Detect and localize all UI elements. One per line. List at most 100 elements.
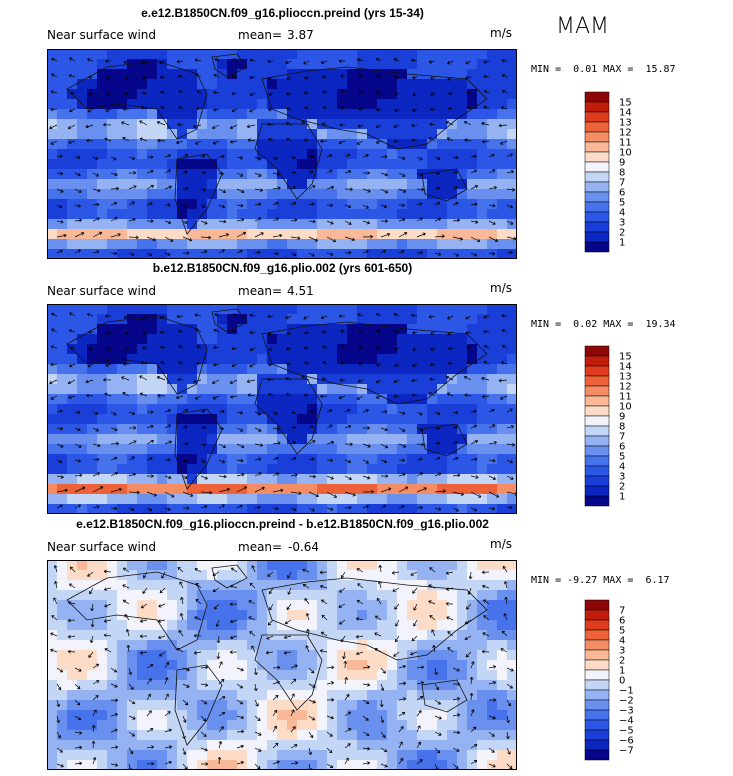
field-cell: [427, 239, 438, 250]
field-cell: [77, 69, 88, 80]
field-cell: [297, 384, 308, 395]
field-cell: [257, 760, 268, 770]
wind-arrow: [56, 154, 63, 159]
wind-arrow: [56, 171, 64, 176]
field-cell: [67, 159, 78, 170]
wind-arrow: [254, 172, 262, 177]
field-cell: [237, 580, 248, 591]
wind-arrow: [434, 507, 442, 511]
field-cell: [467, 229, 478, 240]
wind-arrow: [178, 106, 184, 110]
field-cell: [287, 414, 298, 425]
wind-arrow: [56, 249, 63, 254]
wind-arrow: [452, 410, 459, 415]
field-cell: [207, 119, 218, 130]
field-cell: [117, 750, 128, 761]
field-cell: [187, 199, 198, 210]
field-cell: [437, 119, 448, 130]
field-cell: [207, 239, 218, 250]
field-cell: [47, 690, 58, 701]
colorbar-box: [584, 739, 610, 751]
field-cell: [237, 474, 248, 485]
field-cell: [347, 354, 358, 365]
wind-arrow: [180, 596, 184, 605]
field-cell: [297, 620, 308, 631]
field-cell: [157, 560, 168, 571]
field-cell: [57, 79, 68, 90]
field-cell: [377, 374, 388, 385]
wind-arrow: [249, 330, 256, 335]
field-cell: [197, 364, 208, 375]
field-cell: [337, 484, 348, 495]
field-cell: [357, 314, 368, 325]
wind-arrow: [362, 234, 374, 239]
field-cell: [167, 434, 178, 445]
field-cell: [327, 630, 338, 641]
field-cell: [297, 760, 308, 770]
field-cell: [167, 560, 178, 571]
colorbar-box: [584, 669, 610, 681]
field-cell: [187, 129, 198, 140]
field-cell: [257, 590, 268, 601]
wind-arrow: [286, 393, 292, 397]
wind-arrow: [230, 619, 238, 624]
field-cell: [127, 384, 138, 395]
field-cell: [367, 69, 378, 80]
field-cell: [67, 474, 78, 485]
field-cell: [297, 314, 308, 325]
field-cell: [47, 249, 58, 259]
field-cell: [207, 59, 218, 70]
field-cell: [397, 69, 408, 80]
wind-arrow: [272, 441, 281, 445]
wind-arrow: [176, 647, 184, 653]
field-cell: [247, 149, 258, 160]
wind-arrow: [121, 376, 130, 381]
field-cell: [147, 209, 158, 220]
field-cell: [77, 600, 88, 611]
field-cell: [497, 660, 508, 671]
wind-arrow: [164, 507, 171, 511]
field-cell: [267, 169, 278, 180]
field-cell: [317, 49, 328, 60]
field-cell: [217, 209, 228, 220]
field-cell: [157, 59, 168, 70]
field-cell: [437, 730, 448, 741]
field-cell: [57, 660, 68, 671]
field-cell: [317, 69, 328, 80]
field-cell: [417, 620, 428, 631]
field-cell: [187, 680, 198, 691]
wind-arrow: [92, 411, 99, 415]
field-cell: [427, 464, 438, 475]
field-cell: [387, 324, 398, 335]
field-cell: [247, 690, 258, 701]
field-cell: [397, 740, 408, 751]
field-cell: [507, 590, 517, 601]
wind-arrow: [74, 427, 81, 432]
wind-arrow: [178, 629, 184, 637]
wind-arrow: [488, 203, 496, 208]
wind-arrow: [290, 441, 296, 445]
field-cell: [107, 249, 118, 259]
field-cell: [457, 660, 468, 671]
field-cell: [127, 49, 138, 60]
field-cell: [457, 670, 468, 681]
wind-arrow: [344, 204, 352, 209]
coastline: [421, 679, 468, 713]
wind-arrow: [182, 203, 188, 208]
field-cell: [427, 570, 438, 581]
field-cell: [247, 760, 258, 770]
wind-arrow: [69, 583, 76, 589]
field-cell: [127, 364, 138, 375]
wind-arrow: [398, 172, 406, 177]
field-cell: [107, 560, 118, 571]
wind-arrow: [128, 411, 136, 416]
field-cell: [447, 344, 458, 355]
field-cell: [167, 504, 178, 514]
field-cell: [77, 229, 88, 240]
field-cell: [337, 89, 348, 100]
field-cell: [237, 720, 248, 731]
field-cell: [467, 354, 478, 365]
wind-arrow: [272, 694, 279, 701]
field-cell: [107, 189, 118, 200]
field-cell: [157, 129, 168, 140]
